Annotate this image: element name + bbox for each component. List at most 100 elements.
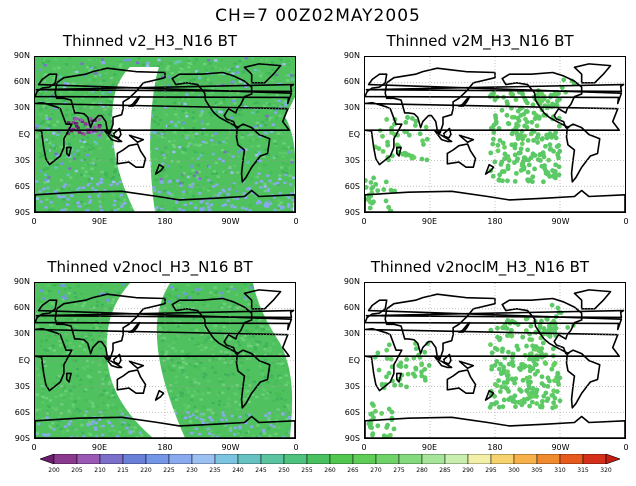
obs-pixel (202, 341, 206, 345)
obs-pixel (275, 108, 279, 111)
obs-point (547, 334, 553, 339)
obs-pixel (42, 168, 46, 171)
obs-pixel (183, 102, 187, 106)
obs-pixel (228, 165, 232, 169)
obs-pixel (111, 175, 116, 179)
obs-point (565, 325, 571, 330)
obs-pixel (213, 193, 217, 196)
obs-pixel (208, 62, 212, 65)
obs-pixel (63, 139, 68, 143)
obs-pixel (207, 432, 212, 435)
obs-pixel (107, 112, 112, 116)
obs-pixel (78, 383, 82, 387)
obs-pixel (127, 423, 131, 427)
obs-point (404, 356, 410, 362)
obs-pixel (38, 68, 43, 71)
coastline (365, 73, 623, 105)
obs-pixel (66, 121, 71, 124)
obs-pixel (238, 305, 242, 308)
obs-pixel (241, 352, 245, 356)
obs-pixel (162, 131, 166, 134)
obs-pixel (67, 291, 71, 295)
obs-pixel (180, 65, 184, 68)
obs-pixel (52, 66, 56, 70)
obs-pixel (67, 345, 71, 348)
obs-pixel (206, 336, 210, 339)
obs-pixel (213, 371, 217, 374)
lat-tick-label: 90S (344, 434, 360, 443)
obs-pixel (46, 120, 50, 124)
obs-pixel (54, 166, 58, 169)
obs-pixel (77, 131, 82, 134)
obs-pixel (230, 307, 234, 310)
obs-pixel (188, 338, 192, 341)
panel-v2noclm: Thinned v2noclM_H3_N16 BT 90N 60N 30N EQ 30S… (330, 258, 630, 458)
obs-point (540, 340, 546, 346)
obs-point (533, 362, 539, 367)
obs-pixel (246, 175, 250, 179)
obs-pixel (251, 335, 255, 338)
obs-pixel (56, 154, 60, 157)
obs-pixel (80, 132, 85, 135)
colorbar-level-label: 200 (48, 467, 60, 474)
obs-point (528, 323, 534, 329)
obs-pixel (254, 151, 258, 154)
obs-pixel (269, 109, 273, 112)
obs-pixel (186, 306, 190, 310)
obs-pixel (227, 397, 231, 401)
obs-pixel (83, 123, 88, 126)
obs-pixel (207, 179, 211, 182)
colorbar-bin (237, 454, 262, 464)
obs-point (528, 379, 533, 385)
obs-pixel (244, 297, 248, 301)
obs-pixel (63, 183, 67, 186)
obs-pixel (280, 166, 284, 169)
obs-pixel (168, 332, 172, 335)
obs-pixel (221, 188, 225, 192)
obs-pixel (84, 170, 88, 174)
coastline (154, 389, 165, 401)
obs-pixel (99, 284, 103, 287)
obs-pixel (284, 431, 288, 435)
obs-pixel (176, 335, 180, 338)
obs-pixel (37, 151, 42, 154)
obs-pixel (40, 153, 44, 157)
obs-point (492, 393, 497, 399)
obs-pixel (214, 101, 218, 105)
obs-pixel (45, 397, 49, 400)
obs-pixel (45, 149, 49, 152)
obs-pixel (91, 187, 95, 190)
obs-pixel (189, 202, 193, 205)
obs-pixel (63, 425, 68, 428)
obs-pixel (255, 110, 260, 114)
colorbar-bin (191, 454, 216, 464)
obs-pixel (89, 422, 94, 426)
colorbar-level-label: 270 (370, 467, 382, 474)
obs-pixel (196, 341, 200, 345)
obs-pixel (242, 156, 246, 159)
lat-tick-label: 30S (14, 381, 30, 391)
obs-pixel (177, 320, 182, 324)
obs-pixel (168, 368, 172, 371)
coastline (128, 95, 141, 107)
obs-pixel (65, 339, 69, 342)
obs-pixel (258, 72, 262, 75)
obs-pixel (209, 114, 214, 117)
obs-point (524, 375, 530, 381)
obs-pixel (45, 416, 49, 420)
obs-pixel (239, 148, 244, 152)
obs-pixel (51, 163, 56, 167)
obs-pixel (198, 114, 203, 117)
obs-pixel (283, 119, 287, 122)
obs-pixel (159, 62, 163, 66)
obs-point (375, 350, 381, 356)
obs-pixel (195, 132, 199, 136)
obs-pixel (65, 347, 69, 351)
obs-pixel (269, 116, 273, 120)
obs-pixel (94, 320, 99, 323)
obs-pixel (271, 61, 275, 64)
obs-pixel (189, 421, 193, 425)
obs-pixel (225, 128, 230, 131)
colorbar-high-arrow (605, 454, 620, 464)
obs-pixel (219, 350, 223, 353)
